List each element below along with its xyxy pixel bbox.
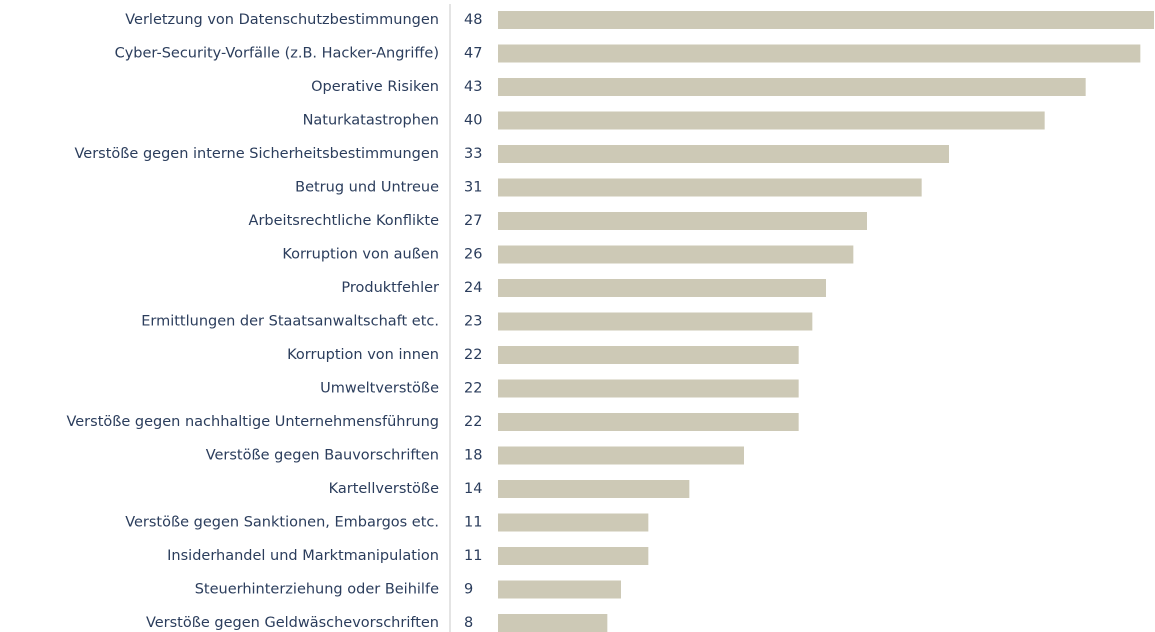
bar xyxy=(498,379,799,398)
value-label: 8 xyxy=(464,615,473,631)
category-label: Arbeitsrechtliche Konflikte xyxy=(249,213,440,229)
category-label: Verstöße gegen Geldwäschevorschriften xyxy=(146,615,439,631)
category-label: Kartellverstöße xyxy=(329,481,439,497)
value-label: 33 xyxy=(464,146,482,162)
value-label: 23 xyxy=(464,314,482,330)
bar xyxy=(498,312,813,331)
value-label: 26 xyxy=(464,247,482,263)
category-label: Verstöße gegen Sanktionen, Embargos etc. xyxy=(125,515,439,531)
bar xyxy=(498,212,867,230)
category-label: Insiderhandel und Marktmanipulation xyxy=(167,548,439,564)
category-label: Korruption von außen xyxy=(282,247,439,263)
value-label: 18 xyxy=(464,448,482,464)
category-label: Steuerhinterziehung oder Beihilfe xyxy=(195,582,439,598)
value-label: 9 xyxy=(464,582,473,598)
bar xyxy=(498,346,799,364)
value-label: 24 xyxy=(464,280,482,296)
bar xyxy=(498,178,922,197)
bar xyxy=(498,513,649,532)
category-label: Ermittlungen der Staatsanwaltschaft etc. xyxy=(141,314,439,330)
value-label: 22 xyxy=(464,347,482,363)
value-label: 14 xyxy=(464,481,482,497)
value-label: 31 xyxy=(464,180,482,196)
category-label: Betrug und Untreue xyxy=(295,180,439,196)
value-label: 27 xyxy=(464,213,482,229)
bar xyxy=(498,111,1045,130)
category-label: Umweltverstöße xyxy=(320,381,439,397)
value-label: 22 xyxy=(464,381,482,397)
bar xyxy=(498,44,1141,63)
category-label: Korruption von innen xyxy=(287,347,439,363)
category-label: Verstöße gegen Bauvorschriften xyxy=(206,448,439,464)
value-label: 11 xyxy=(464,548,482,564)
value-label: 40 xyxy=(464,113,482,129)
bar xyxy=(498,547,649,565)
bar xyxy=(498,614,608,632)
bar xyxy=(498,480,690,498)
category-label: Operative Risiken xyxy=(311,79,439,95)
bar xyxy=(498,245,854,264)
value-label: 48 xyxy=(464,12,482,28)
category-label: Produktfehler xyxy=(341,280,439,296)
bar xyxy=(498,413,799,431)
value-label: 22 xyxy=(464,414,482,430)
category-label: Naturkatastrophen xyxy=(303,113,439,129)
bar xyxy=(498,446,744,465)
bar xyxy=(498,279,826,297)
bar xyxy=(498,145,949,163)
value-label: 43 xyxy=(464,79,482,95)
bar xyxy=(498,580,621,599)
category-label: Verstöße gegen nachhaltige Unternehmensf… xyxy=(66,414,439,430)
bar xyxy=(498,78,1086,96)
category-label: Verletzung von Datenschutzbestimmungen xyxy=(125,12,439,28)
category-label: Verstöße gegen interne Sicherheitsbestim… xyxy=(75,146,440,162)
bar xyxy=(498,11,1154,29)
category-label: Cyber-Security-Vorfälle (z.B. Hacker-Ang… xyxy=(115,46,439,62)
value-label: 47 xyxy=(464,46,482,62)
value-label: 11 xyxy=(464,515,482,531)
